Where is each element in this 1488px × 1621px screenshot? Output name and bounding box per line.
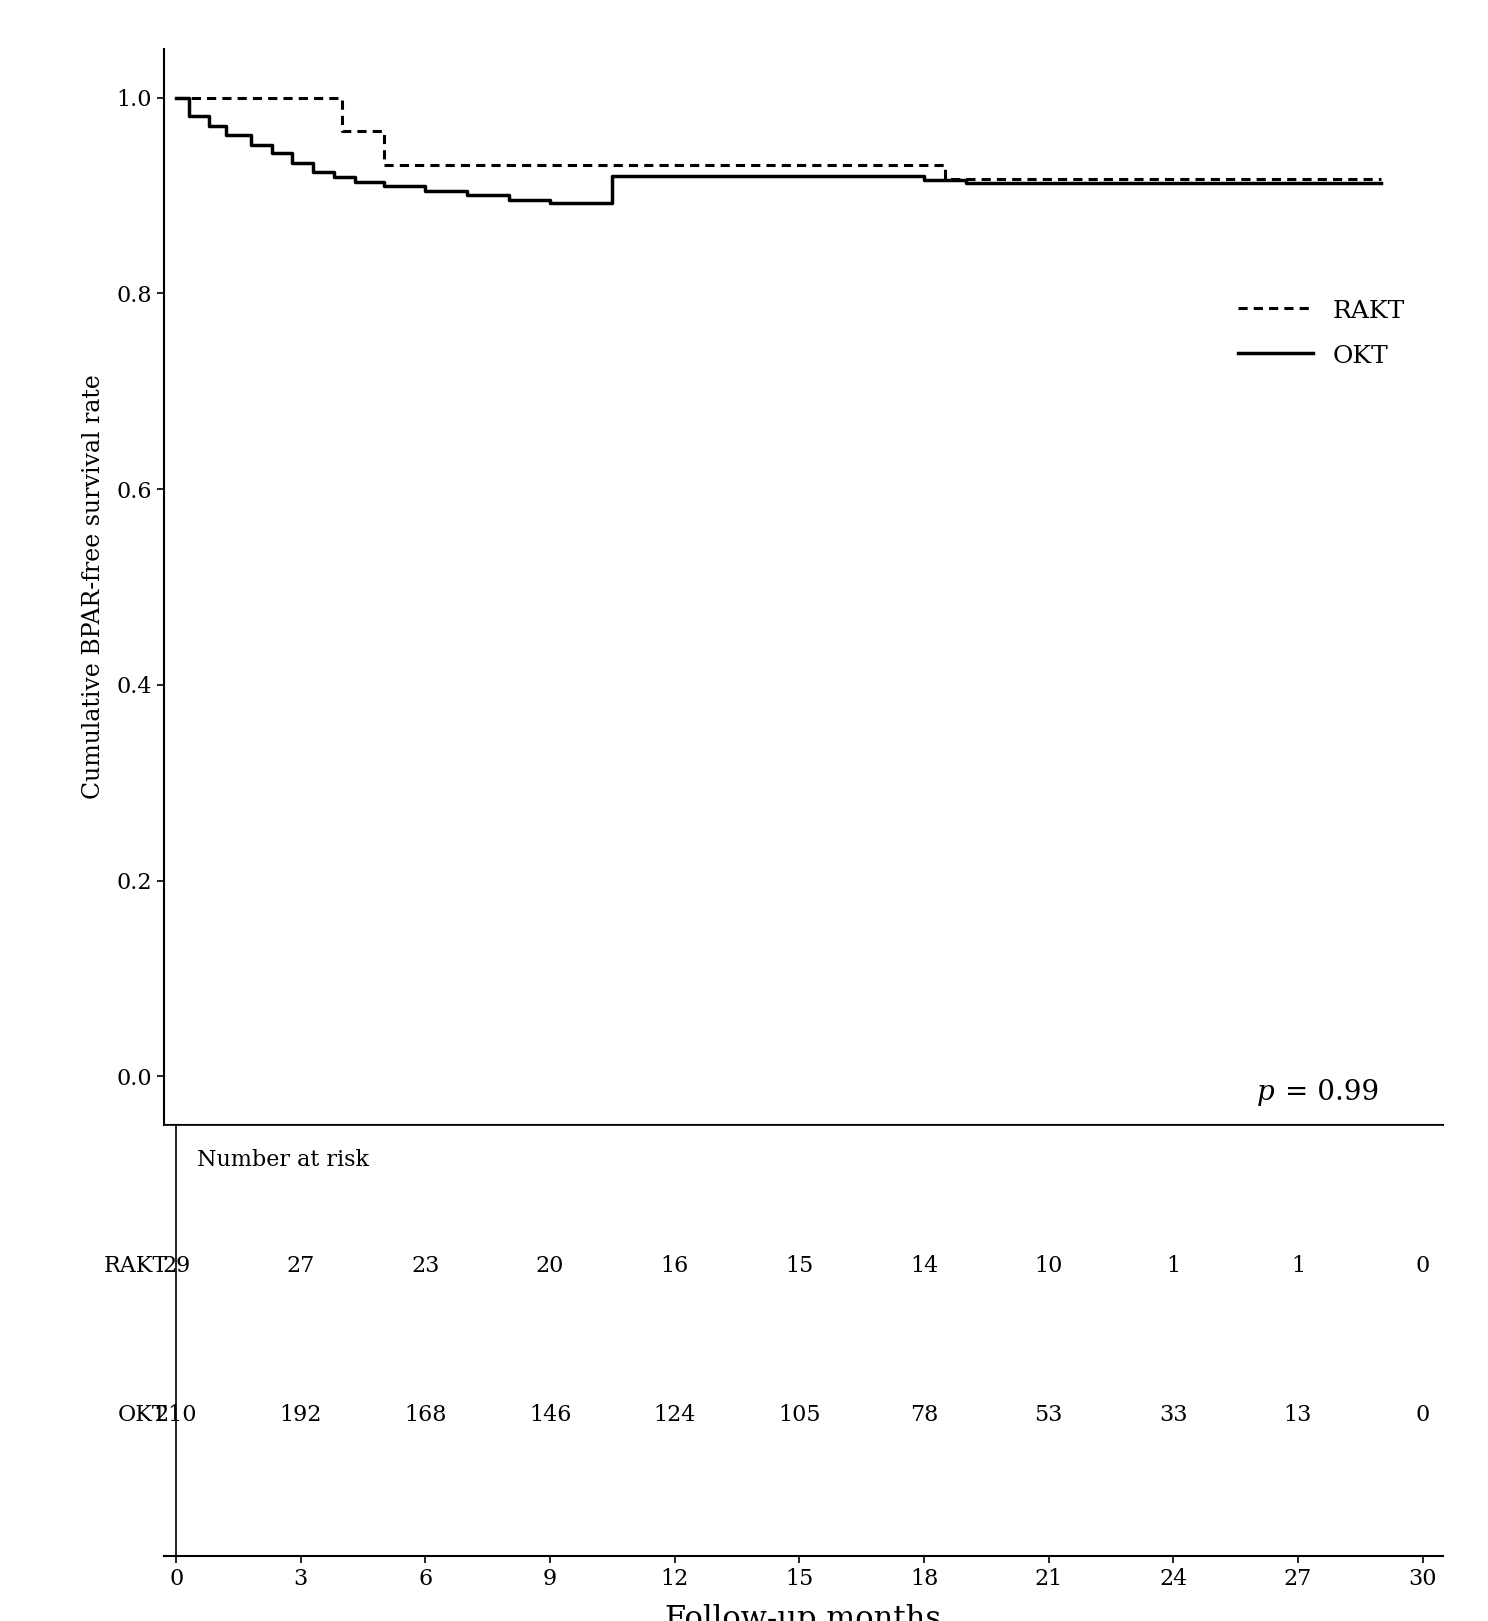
- OKT: [604, 193, 622, 212]
- OKT: [243, 135, 260, 154]
- OKT: [180, 88, 198, 107]
- Legend: RAKT, OKT: RAKT, OKT: [1238, 298, 1405, 368]
- RAKT: [375, 156, 393, 175]
- Text: = 0.99: = 0.99: [1286, 1080, 1379, 1106]
- RAKT: [333, 88, 351, 107]
- Text: 53: 53: [1034, 1404, 1062, 1426]
- X-axis label: Follow-up months: Follow-up months: [665, 1174, 942, 1204]
- OKT: [1372, 173, 1390, 193]
- OKT: [604, 167, 622, 186]
- Text: 168: 168: [405, 1404, 446, 1426]
- OKT: [243, 125, 260, 144]
- Text: 78: 78: [909, 1404, 939, 1426]
- Text: 105: 105: [778, 1404, 820, 1426]
- Text: Number at risk: Number at risk: [196, 1149, 369, 1170]
- OKT: [915, 170, 933, 190]
- Text: 33: 33: [1159, 1404, 1187, 1426]
- Text: 13: 13: [1284, 1404, 1312, 1426]
- OKT: [417, 182, 434, 201]
- OKT: [345, 167, 363, 186]
- Text: OKT: OKT: [118, 1404, 168, 1426]
- OKT: [180, 107, 198, 126]
- OKT: [915, 167, 933, 186]
- OKT: [324, 167, 342, 186]
- Text: 29: 29: [162, 1255, 190, 1277]
- Line: OKT: OKT: [176, 97, 1381, 203]
- Text: 1: 1: [1167, 1255, 1180, 1277]
- OKT: [305, 154, 323, 173]
- Text: 1: 1: [1292, 1255, 1305, 1277]
- OKT: [957, 173, 975, 193]
- Text: 20: 20: [536, 1255, 564, 1277]
- OKT: [458, 186, 476, 206]
- OKT: [542, 193, 559, 212]
- Text: RAKT: RAKT: [104, 1255, 168, 1277]
- X-axis label: Follow-up months: Follow-up months: [665, 1603, 942, 1621]
- Text: 15: 15: [786, 1255, 814, 1277]
- Text: 146: 146: [528, 1404, 571, 1426]
- RAKT: [936, 169, 954, 188]
- OKT: [375, 172, 393, 191]
- Text: 0: 0: [1415, 1255, 1430, 1277]
- RAKT: [1372, 169, 1390, 188]
- Line: RAKT: RAKT: [176, 97, 1381, 178]
- Text: 27: 27: [287, 1255, 315, 1277]
- RAKT: [167, 88, 185, 107]
- OKT: [458, 182, 476, 201]
- Text: 10: 10: [1034, 1255, 1062, 1277]
- OKT: [167, 88, 185, 107]
- Y-axis label: Cumulative BPAR-free survival rate: Cumulative BPAR-free survival rate: [82, 374, 106, 799]
- OKT: [957, 170, 975, 190]
- Text: 0: 0: [1415, 1404, 1430, 1426]
- OKT: [500, 186, 518, 206]
- Text: 192: 192: [280, 1404, 321, 1426]
- OKT: [417, 177, 434, 196]
- OKT: [217, 125, 235, 144]
- Text: p: p: [1256, 1080, 1274, 1106]
- Text: 210: 210: [155, 1404, 198, 1426]
- Text: 124: 124: [653, 1404, 696, 1426]
- Text: 14: 14: [909, 1255, 937, 1277]
- Text: 16: 16: [661, 1255, 689, 1277]
- RAKT: [375, 122, 393, 141]
- OKT: [375, 177, 393, 196]
- OKT: [217, 117, 235, 136]
- OKT: [201, 107, 219, 126]
- RAKT: [333, 122, 351, 141]
- OKT: [263, 135, 281, 154]
- OKT: [542, 191, 559, 211]
- OKT: [324, 162, 342, 182]
- OKT: [305, 162, 323, 182]
- OKT: [201, 117, 219, 136]
- OKT: [263, 144, 281, 164]
- RAKT: [936, 156, 954, 175]
- OKT: [284, 144, 302, 164]
- OKT: [345, 172, 363, 191]
- OKT: [500, 191, 518, 211]
- OKT: [284, 154, 302, 173]
- Text: 23: 23: [411, 1255, 439, 1277]
